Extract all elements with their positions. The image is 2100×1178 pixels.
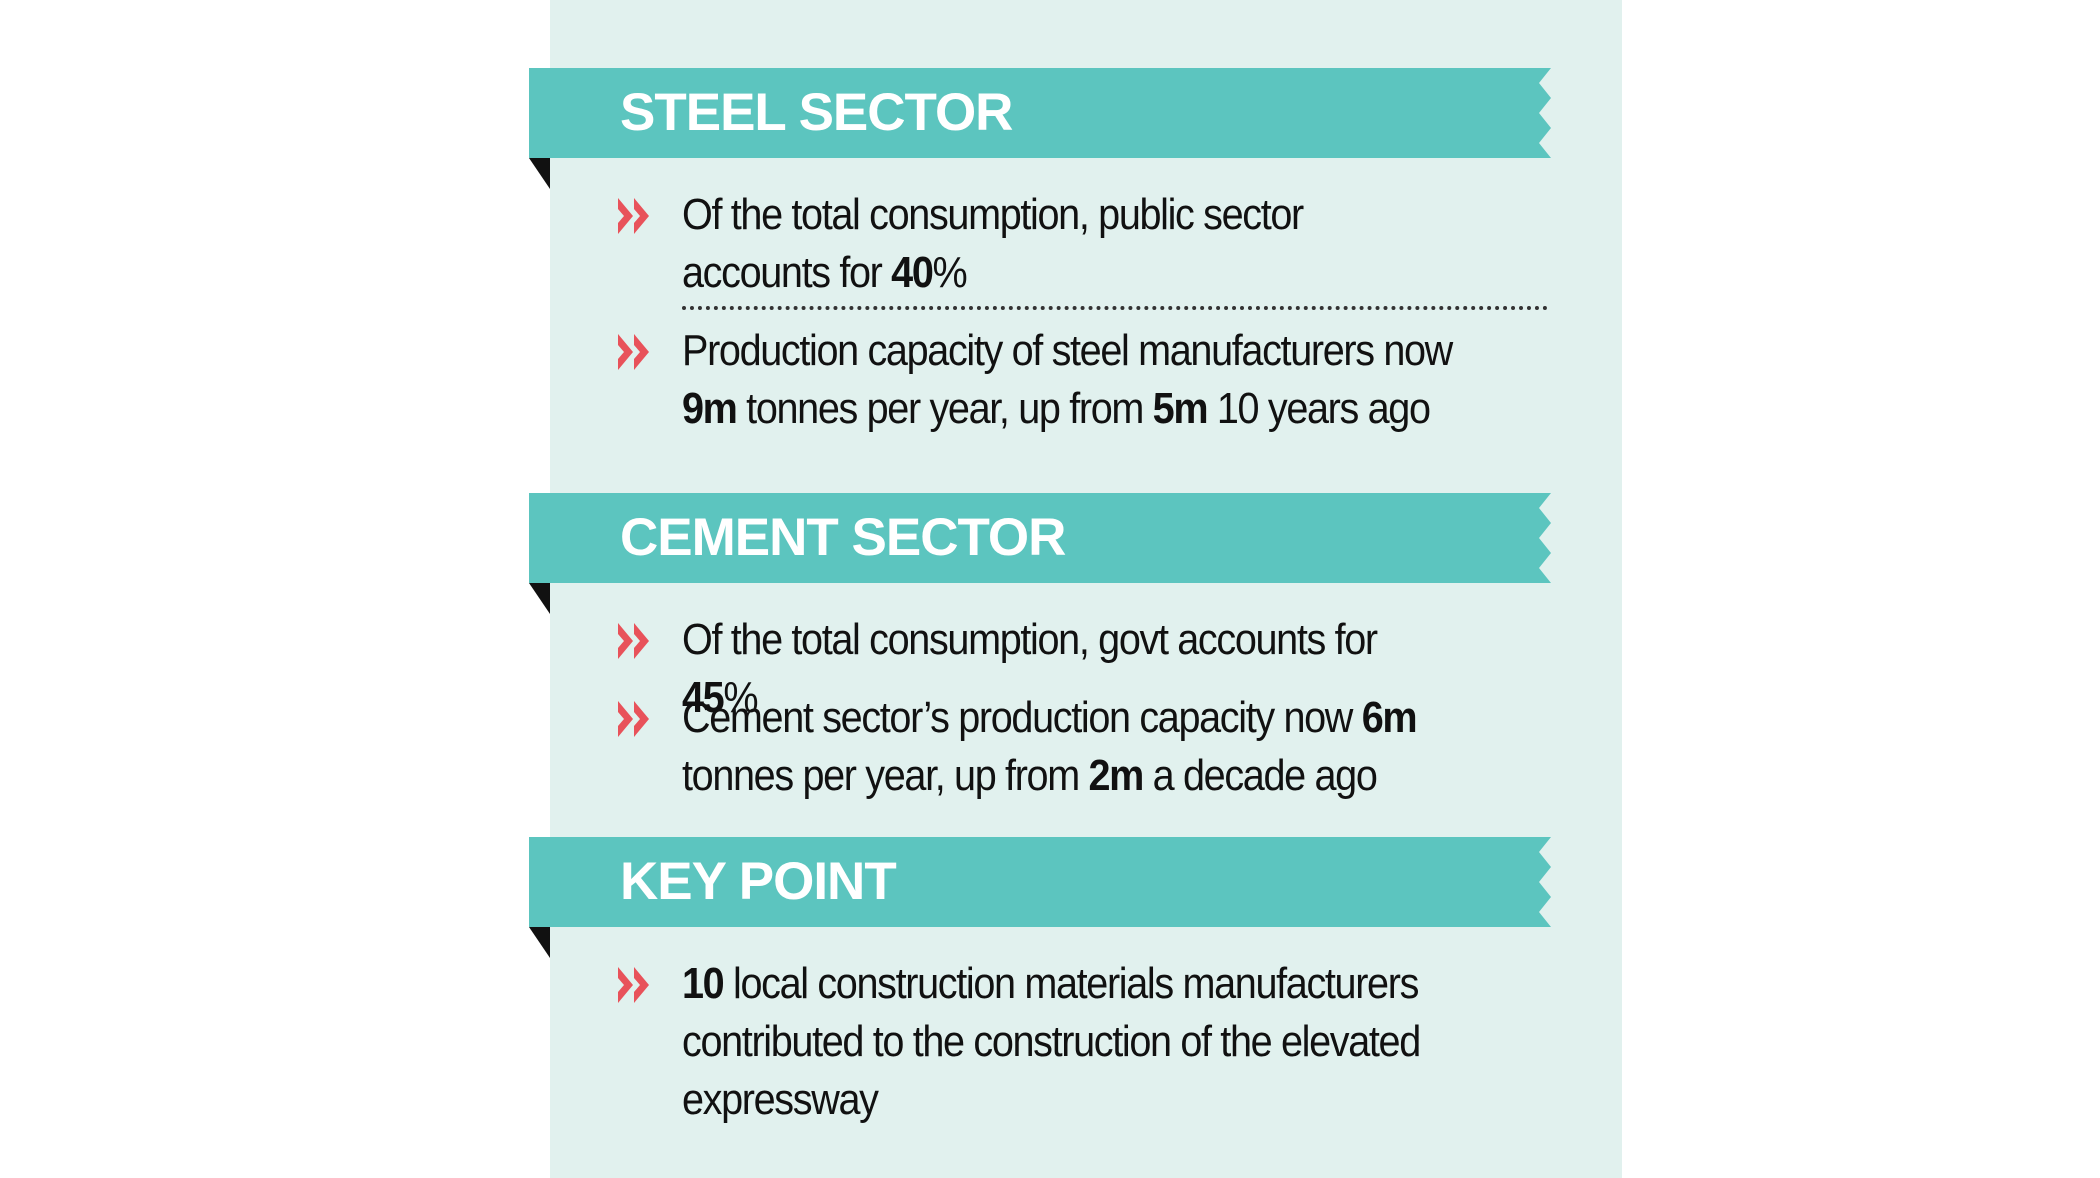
- item-text: Cement sector’s production capacity now …: [682, 689, 1456, 805]
- highlight-value: 45: [682, 673, 725, 722]
- section-title: CEMENT SECTOR: [620, 508, 1066, 567]
- infographic-panel: [550, 0, 1622, 1178]
- section-title: STEEL SECTOR: [620, 83, 1013, 142]
- item-text: 10 local construction materials manufact…: [682, 955, 1456, 1129]
- ribbon-fold-icon: [529, 583, 550, 614]
- section-header-ribbon: CEMENT SECTOR: [529, 493, 1551, 614]
- ribbon-fold-icon: [529, 927, 550, 958]
- text-run: a decade ago: [1143, 751, 1378, 800]
- double-chevron-right-icon: [618, 198, 649, 234]
- text-run: 10 years ago: [1207, 384, 1431, 433]
- text-run: %: [932, 248, 968, 297]
- ribbon-shape: [529, 493, 1551, 614]
- ribbon-shape: [529, 68, 1551, 189]
- highlight-value: 10: [682, 959, 725, 1008]
- double-chevron-right-icon: [618, 623, 649, 659]
- highlight-value: 2m: [1088, 751, 1144, 800]
- text-run: Of the total consumption, govt accounts …: [682, 615, 1378, 664]
- text-run: Cement sector’s production capacity now: [682, 693, 1362, 742]
- text-run: tonnes per year, up from: [682, 751, 1089, 800]
- ribbon-fold-icon: [529, 158, 550, 189]
- item-text: Production capacity of steel manufacture…: [682, 322, 1456, 438]
- highlight-value: 5m: [1152, 384, 1209, 433]
- text-run: Production capacity of steel manufacture…: [682, 326, 1453, 375]
- section-header-ribbon: STEEL SECTOR: [529, 68, 1551, 189]
- double-chevron-right-icon: [618, 701, 649, 737]
- text-run: local construction materials manufacture…: [682, 959, 1421, 1124]
- double-chevron-right-icon: [618, 334, 649, 370]
- highlight-value: 40: [891, 248, 934, 297]
- text-run: Of the total consumption, public sector …: [682, 190, 1304, 297]
- highlight-value: 6m: [1361, 693, 1418, 742]
- text-run: %: [723, 673, 758, 722]
- ribbon-shape: [529, 837, 1551, 958]
- dotted-divider: [682, 306, 1548, 310]
- section-title: KEY POINT: [620, 852, 897, 911]
- double-chevron-right-icon: [618, 967, 649, 1003]
- item-text: Of the total consumption, govt accounts …: [682, 611, 1456, 727]
- section-header-ribbon: KEY POINT: [529, 837, 1551, 958]
- item-text: Of the total consumption, public sector …: [682, 186, 1456, 302]
- text-run: tonnes per year, up from: [736, 384, 1153, 433]
- highlight-value: 9m: [682, 384, 738, 433]
